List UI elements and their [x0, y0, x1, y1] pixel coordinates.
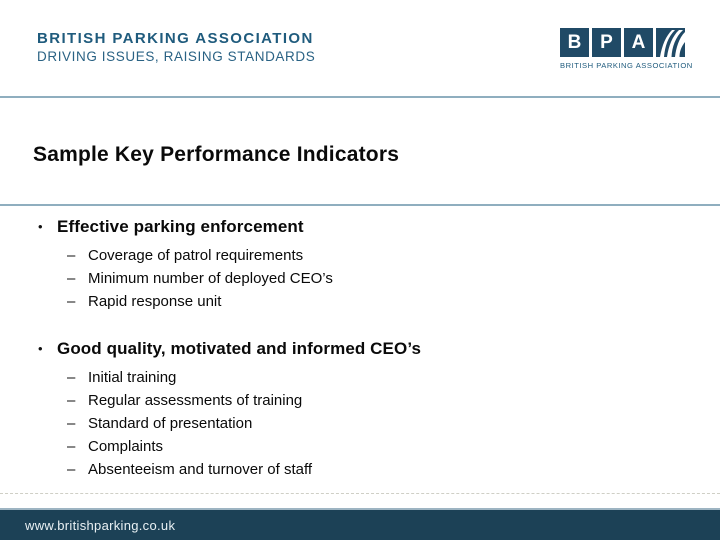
list-item-text: Regular assessments of training — [88, 392, 303, 409]
section-heading: Good quality, motivated and informed CEO… — [57, 339, 422, 358]
bpa-logo-letter-b: B — [560, 28, 589, 57]
bpa-logo: B P A BRITISH PARKING ASSOCIATION — [560, 28, 692, 70]
list-item-text: Complaints — [88, 438, 164, 455]
dash-icon: – — [67, 461, 76, 478]
list-item-text: Standard of presentation — [88, 415, 253, 432]
list-item: – Absenteeism and turnover of staff — [0, 458, 700, 481]
list-item: – Regular assessments of training — [0, 389, 700, 412]
section-items: – Coverage of patrol requirements – Mini… — [0, 244, 700, 313]
dash-icon: – — [67, 270, 76, 287]
footer-dashed-line — [0, 493, 720, 494]
dash-icon: – — [67, 293, 76, 310]
section-heading: Effective parking enforcement — [57, 217, 304, 236]
section-good-quality-ceos: • Good quality, motivated and informed C… — [0, 338, 700, 481]
org-name: BRITISH PARKING ASSOCIATION — [37, 30, 314, 47]
bpa-logo-caption: BRITISH PARKING ASSOCIATION — [560, 61, 693, 70]
list-item: – Standard of presentation — [0, 412, 700, 435]
org-tagline: DRIVING ISSUES, RAISING STANDARDS — [37, 49, 316, 64]
list-item-text: Initial training — [88, 369, 177, 386]
title-divider — [0, 204, 720, 206]
bullet-icon: • — [38, 341, 43, 356]
bullet-icon: • — [38, 219, 43, 234]
dash-icon: – — [67, 392, 76, 409]
bpa-logo-letter-p: P — [592, 28, 621, 57]
dash-icon: – — [67, 247, 76, 264]
footer-url: www.britishparking.co.uk — [25, 517, 176, 533]
list-item: – Initial training — [0, 366, 700, 389]
section-items: – Initial training – Regular assessments… — [0, 366, 700, 481]
footer-bar: www.britishparking.co.uk — [0, 510, 720, 540]
page-title: Sample Key Performance Indicators — [33, 143, 400, 166]
dash-icon: – — [67, 415, 76, 432]
section-heading-row: • Effective parking enforcement — [0, 216, 700, 239]
list-item-text: Absenteeism and turnover of staff — [88, 461, 313, 478]
dash-icon: – — [67, 438, 76, 455]
list-item: – Minimum number of deployed CEO’s — [0, 267, 700, 290]
footer-accent-line — [0, 508, 720, 510]
section-heading-row: • Good quality, motivated and informed C… — [0, 338, 700, 361]
header-wordmark: BRITISH PARKING ASSOCIATION DRIVING ISSU… — [37, 30, 315, 65]
bpa-logo-letter-a: A — [624, 28, 653, 57]
bpa-logo-squares: B P A — [560, 28, 692, 57]
list-item-text: Rapid response unit — [88, 293, 222, 310]
list-item: – Complaints — [0, 435, 700, 458]
list-item-text: Coverage of patrol requirements — [88, 247, 304, 264]
list-item-text: Minimum number of deployed CEO’s — [88, 270, 333, 287]
road-swoosh-icon — [656, 28, 685, 57]
list-item: – Coverage of patrol requirements — [0, 244, 700, 267]
list-item: – Rapid response unit — [0, 290, 700, 313]
header-divider — [0, 96, 720, 98]
dash-icon: – — [67, 369, 76, 386]
section-effective-parking-enforcement: • Effective parking enforcement – Covera… — [0, 216, 700, 313]
